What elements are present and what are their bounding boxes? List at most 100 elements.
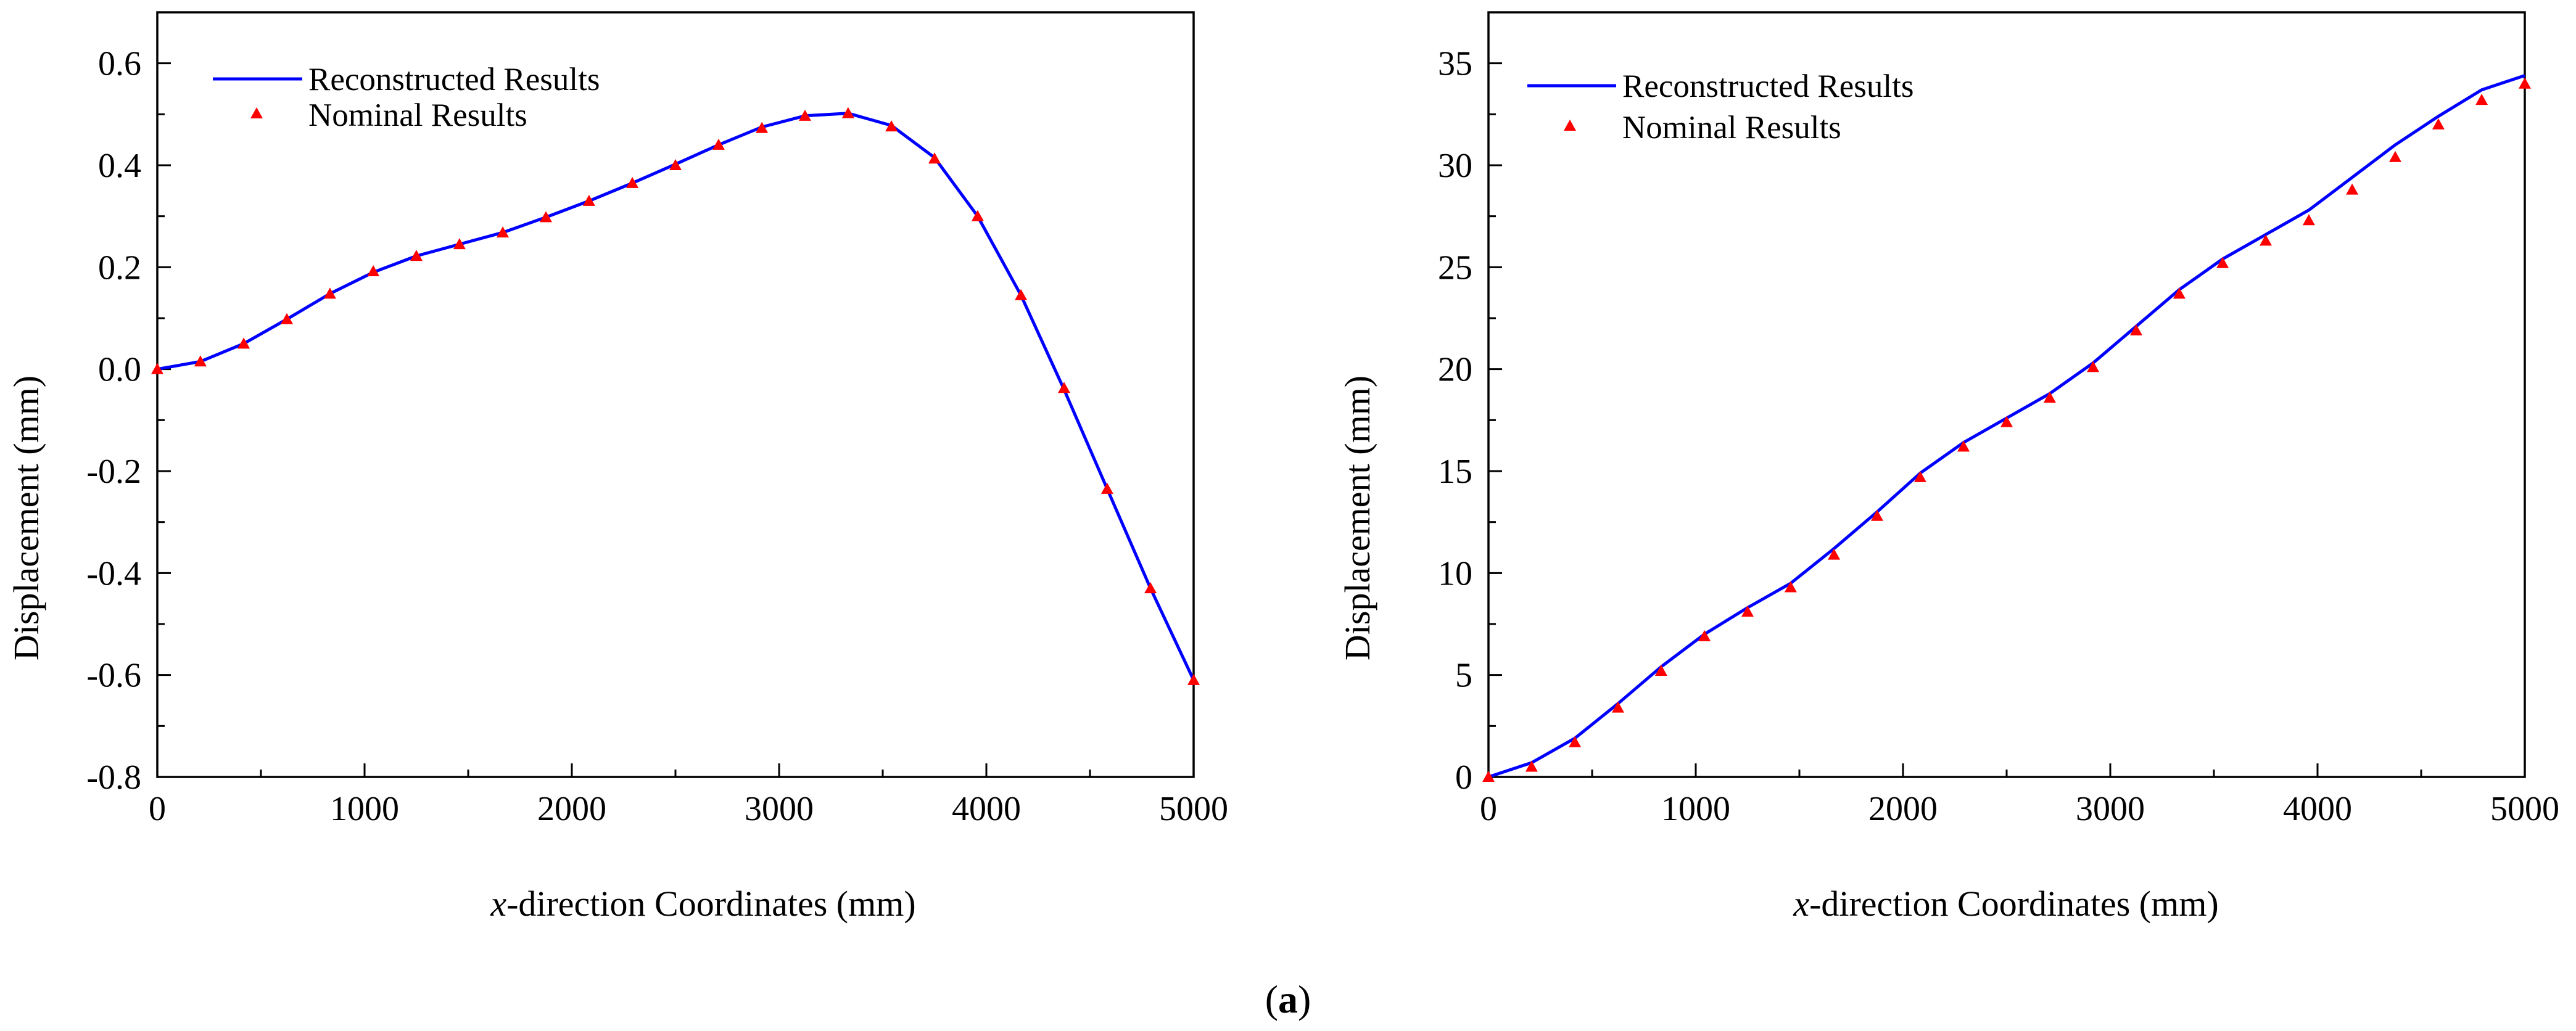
x-tick-label: 3000 <box>745 790 814 828</box>
data-point-nominal <box>1525 760 1538 772</box>
data-point-nominal <box>1187 673 1200 685</box>
data-point-nominal <box>885 120 898 132</box>
legend-triangle-swatch <box>1564 120 1576 131</box>
data-point-nominal <box>626 176 639 188</box>
data-point-nominal <box>497 226 510 238</box>
data-point-nominal <box>2519 77 2531 89</box>
data-point-nominal <box>1482 771 1495 782</box>
data-point-nominal <box>194 355 207 367</box>
y-tick-label: 35 <box>1438 45 1472 83</box>
x-tick-label: 5000 <box>2490 790 2559 828</box>
y-tick-label: -0.6 <box>86 657 141 695</box>
x-tick-label: 2000 <box>537 790 606 828</box>
data-point-nominal <box>2087 361 2100 372</box>
data-point-nominal <box>712 138 725 150</box>
x-axis-label-italic: x <box>1793 884 1809 924</box>
y-tick-label: -0.2 <box>86 453 141 491</box>
legend-triangle-swatch <box>250 107 263 118</box>
data-point-nominal <box>1784 581 1797 593</box>
data-point-nominal <box>1957 440 1970 452</box>
data-point-nominal <box>237 337 250 349</box>
y-tick-label: 25 <box>1438 249 1472 287</box>
x-tick-label: 0 <box>149 790 166 828</box>
caption-close: ) <box>1298 977 1311 1021</box>
y-tick-label: -0.4 <box>86 554 141 593</box>
chart-displacement-large: Displacement (mm) x-direction Coordinate… <box>1337 11 2559 924</box>
data-point-nominal <box>1913 470 1926 482</box>
y-tick-label: 0.2 <box>98 249 141 287</box>
data-point-nominal <box>1100 482 1113 494</box>
data-point-nominal <box>582 194 595 206</box>
y-tick-label: 30 <box>1438 147 1472 185</box>
data-point-nominal <box>1058 382 1070 393</box>
y-tick-label: 15 <box>1438 453 1472 491</box>
x-tick-label: 1000 <box>330 790 399 828</box>
legend-label-nominal: Nominal Results <box>1622 110 1841 146</box>
data-point-nominal <box>841 107 854 118</box>
caption-open: ( <box>1265 977 1278 1021</box>
data-point-nominal <box>2346 183 2359 195</box>
data-point-nominal <box>928 152 941 164</box>
y-tick-label: 10 <box>1438 554 1472 593</box>
x-tick-label: 5000 <box>1159 790 1228 828</box>
data-point-nominal <box>410 250 423 261</box>
y-tick-label: 20 <box>1438 351 1472 389</box>
data-point-nominal <box>2216 257 2229 268</box>
x-axis-label-italic: x <box>490 884 506 924</box>
legend: Reconstructed Results Nominal Results <box>213 62 600 133</box>
y-tick-label: 5 <box>1455 657 1472 695</box>
caption-letter: a <box>1278 977 1298 1021</box>
data-point-nominal <box>540 211 552 223</box>
x-tick-label: 3000 <box>2076 790 2145 828</box>
data-point-nominal <box>1612 701 1624 713</box>
data-point-nominal <box>323 287 336 299</box>
data-point-nominal <box>1015 289 1028 300</box>
x-tick-label: 4000 <box>952 790 1021 828</box>
figure-caption: (a) <box>1265 977 1311 1021</box>
data-point-nominal <box>1741 606 1754 617</box>
y-axis-label: Displacement (mm) <box>6 376 46 660</box>
x-tick-label: 1000 <box>1661 790 1730 828</box>
data-point-nominal <box>453 238 466 250</box>
data-point-nominal <box>1569 736 1582 747</box>
x-axis-label-rest: -direction Coordinates (mm) <box>1809 884 2219 924</box>
data-point-nominal <box>151 363 163 374</box>
data-point-nominal <box>669 159 682 170</box>
y-tick-label: 0.6 <box>98 45 141 83</box>
data-point-nominal <box>971 210 984 221</box>
y-tick-label: 0 <box>1455 758 1472 797</box>
data-point-nominal <box>281 313 293 324</box>
data-point-nominal <box>2302 214 2315 226</box>
data-point-nominal <box>2043 391 2056 403</box>
y-axis-label: Displacement (mm) <box>1337 376 1377 660</box>
data-point-nominal <box>2000 416 2013 427</box>
data-point-nominal <box>1698 630 1711 641</box>
y-tick-label: 0.4 <box>98 147 141 185</box>
data-point-nominal <box>1144 582 1157 594</box>
data-point-nominal <box>2173 287 2186 299</box>
x-tick-label: 2000 <box>1868 790 1938 828</box>
series-line-reconstructed <box>157 112 1195 681</box>
legend: Reconstructed Results Nominal Results <box>1527 68 1914 146</box>
y-tick-label: 0.0 <box>98 351 141 389</box>
data-point-nominal <box>2432 118 2445 129</box>
chart-displacement-small: Displacement (mm) x-direction Coordinate… <box>6 11 1228 924</box>
data-point-nominal <box>2475 94 2488 105</box>
y-tick-label: -0.8 <box>86 758 141 797</box>
x-axis-label-rest: -direction Coordinates (mm) <box>506 884 916 924</box>
x-tick-label: 0 <box>1480 790 1497 828</box>
data-point-nominal <box>2389 150 2401 162</box>
x-tick-label: 4000 <box>2283 790 2352 828</box>
data-point-nominal <box>2260 234 2272 246</box>
data-point-nominal <box>367 265 380 276</box>
legend-label-reconstructed: Reconstructed Results <box>308 62 600 97</box>
data-point-nominal <box>1654 665 1667 676</box>
data-point-nominal <box>1871 509 1883 521</box>
data-point-nominal <box>799 109 811 121</box>
x-axis-label: x-direction Coordinates (mm) <box>1793 884 2218 924</box>
data-point-nominal <box>756 121 769 133</box>
data-point-nominal <box>1828 548 1841 560</box>
legend-label-reconstructed: Reconstructed Results <box>1622 68 1914 104</box>
legend-label-nominal: Nominal Results <box>308 97 527 133</box>
